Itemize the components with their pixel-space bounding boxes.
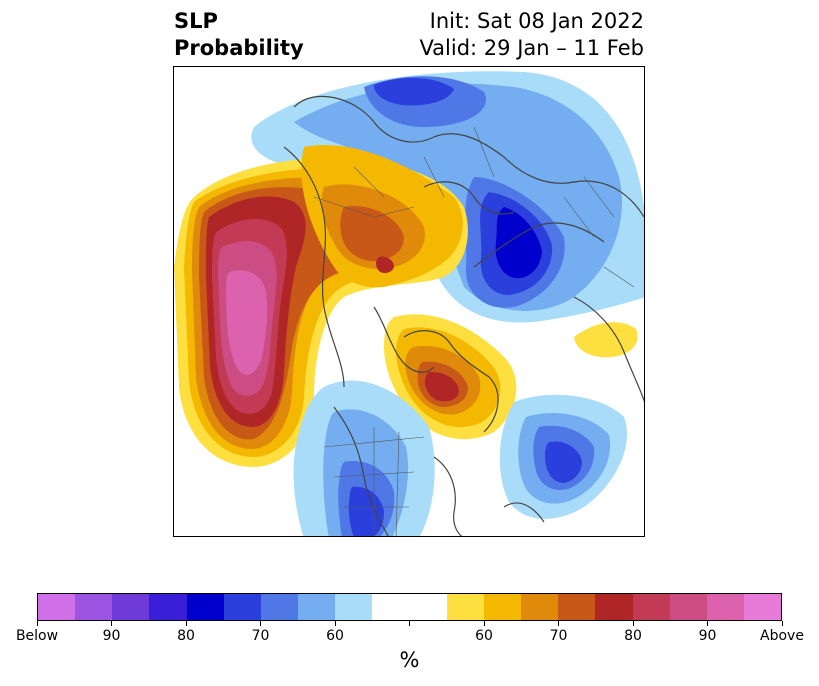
colorbar-segment	[446, 594, 484, 620]
colorbar-ticks: Below 90 80 70 60 60 70 80 90 Above	[16, 621, 804, 651]
colorbar-tick	[185, 621, 187, 626]
colorbar-segment	[521, 594, 559, 620]
colorbar-segment	[112, 594, 150, 620]
colorbar-segment	[372, 594, 410, 620]
colorbar-segment	[558, 594, 596, 620]
colorbar-label: %	[399, 648, 420, 672]
colorbar-segment	[75, 594, 113, 620]
colorbar-segment	[223, 594, 261, 620]
colorbar-tick-label: 70	[251, 628, 270, 644]
colorbar-tick	[409, 621, 410, 626]
pole-marker	[398, 290, 420, 312]
colorbar-tick	[36, 621, 38, 626]
coastlines	[283, 95, 644, 536]
colorbar-tick	[781, 621, 783, 626]
colorbar-segment	[595, 594, 633, 620]
colorbar-tick-label: Above	[760, 628, 804, 644]
colorbar-tick-label: 90	[102, 628, 121, 644]
borders	[313, 126, 635, 536]
colorbar-tick	[260, 621, 261, 626]
map-canvas	[174, 71, 644, 536]
colorbar-segment	[483, 594, 522, 620]
colorbar-tick	[558, 621, 559, 626]
variable-label: SLP	[174, 9, 218, 33]
colorbar-tick	[483, 621, 485, 626]
colorbar-tick-label: 80	[624, 628, 642, 644]
colorbar-tick-label: 60	[475, 628, 493, 644]
colorbar-tick	[707, 621, 708, 626]
colorbar-tick	[334, 621, 336, 626]
colorbar-segment	[186, 594, 224, 620]
colorbar-tick-label: 60	[326, 628, 344, 644]
colorbar	[37, 593, 782, 621]
valid-period-label: Valid: 29 Jan – 11 Feb	[419, 36, 644, 60]
colorbar-segment	[706, 594, 744, 620]
colorbar-tick	[632, 621, 634, 626]
colorbar-segment	[743, 594, 782, 620]
colorbar-segment	[298, 594, 336, 620]
plot-title-right: Init: Sat 08 Jan 2022 Valid: 29 Jan – 11…	[419, 8, 644, 62]
colorbar-tick-label: 90	[698, 628, 717, 644]
colorbar-segment	[335, 594, 373, 620]
colorbar-segment	[632, 594, 670, 620]
colorbar-tick-label: Below	[15, 628, 59, 644]
probability-map	[173, 66, 645, 537]
colorbar-segment	[38, 594, 76, 620]
colorbar-tick	[111, 621, 112, 626]
init-date-label: Init: Sat 08 Jan 2022	[429, 9, 644, 33]
colorbar-tick-label: 70	[549, 628, 568, 644]
colorbar-segment	[260, 594, 299, 620]
product-label: Probability	[174, 36, 304, 60]
plot-title-left: SLP Probability	[174, 8, 304, 62]
colorbar-segment	[669, 594, 707, 620]
colorbar-segment	[149, 594, 187, 620]
colorbar-tick-label: 80	[177, 628, 195, 644]
colorbar-segment	[409, 594, 447, 620]
